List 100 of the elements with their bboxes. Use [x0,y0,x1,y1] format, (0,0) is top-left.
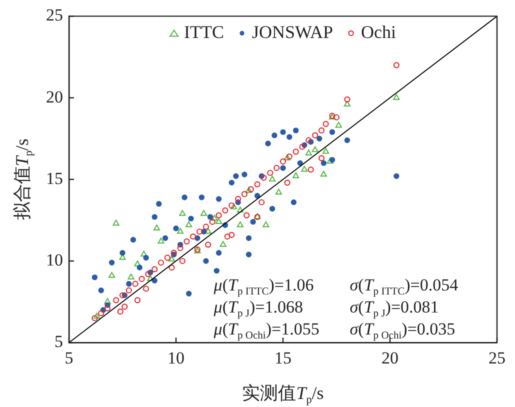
point [236,221,244,228]
point [179,210,186,216]
point [272,132,278,138]
point [241,191,248,198]
point [152,214,158,220]
point [274,164,280,172]
point [138,276,145,282]
point [326,158,334,164]
point [292,128,299,134]
point [156,201,162,207]
point [207,214,214,220]
legend-label: Ochi [361,22,396,42]
point [140,250,148,257]
point [168,264,175,271]
point [194,235,200,241]
point [143,254,149,261]
point [158,238,164,244]
y-tick-label: 20 [46,87,63,106]
point [260,174,267,181]
point [203,258,209,264]
point [280,165,286,171]
point [164,254,170,261]
point [182,194,188,200]
point [284,154,291,160]
point [184,238,190,244]
point [216,212,222,218]
point [117,308,124,315]
point [344,100,351,106]
point [236,206,244,213]
point [222,207,228,214]
point [98,288,104,294]
point [228,202,235,209]
point [104,298,111,304]
point [280,158,286,164]
point [92,274,98,280]
point [344,137,350,144]
point [301,166,308,172]
y-tick-label: 25 [46,6,63,25]
point [168,256,176,262]
point [216,196,222,202]
point [284,180,290,186]
point [322,120,329,127]
point [134,297,141,304]
point [286,154,292,160]
point [112,220,120,226]
point [265,140,271,146]
point [268,176,276,182]
point [134,260,141,266]
point [299,144,306,150]
point [248,186,254,192]
point [126,287,132,294]
legend-label: JONSWAP [252,22,334,42]
point [269,206,276,212]
point [242,172,248,178]
point [333,114,340,120]
point [246,252,252,258]
x-tick-label: 15 [274,348,292,368]
x-tick-label: 10 [168,348,184,368]
point [394,173,400,179]
point [267,170,274,176]
point [318,127,325,134]
point [188,216,194,222]
point [158,260,164,266]
point [297,160,303,166]
point [245,187,252,193]
point [344,96,350,102]
point [308,166,314,173]
point [316,136,322,142]
point [205,242,212,248]
point [216,250,222,256]
point [186,290,192,296]
point [173,226,179,232]
point [176,228,184,234]
point [280,129,286,135]
point [254,192,260,199]
point [254,181,260,188]
point [128,274,134,280]
point [179,258,186,264]
point [204,228,212,234]
point [329,156,336,163]
y-tick-label: 10 [46,250,63,270]
point [120,250,126,256]
x-tick-label: 25 [488,348,506,368]
point [312,132,318,138]
point [228,232,235,238]
point [246,235,252,241]
point [196,228,203,235]
point [108,272,116,278]
point [92,315,98,322]
point [320,170,327,177]
point [235,196,242,202]
point [153,224,160,231]
point [177,244,184,251]
point [211,214,218,221]
point [224,233,230,240]
point [228,180,234,186]
point [190,233,196,240]
legend-label: ITTC [184,22,224,42]
point [335,122,342,128]
point [108,260,115,266]
